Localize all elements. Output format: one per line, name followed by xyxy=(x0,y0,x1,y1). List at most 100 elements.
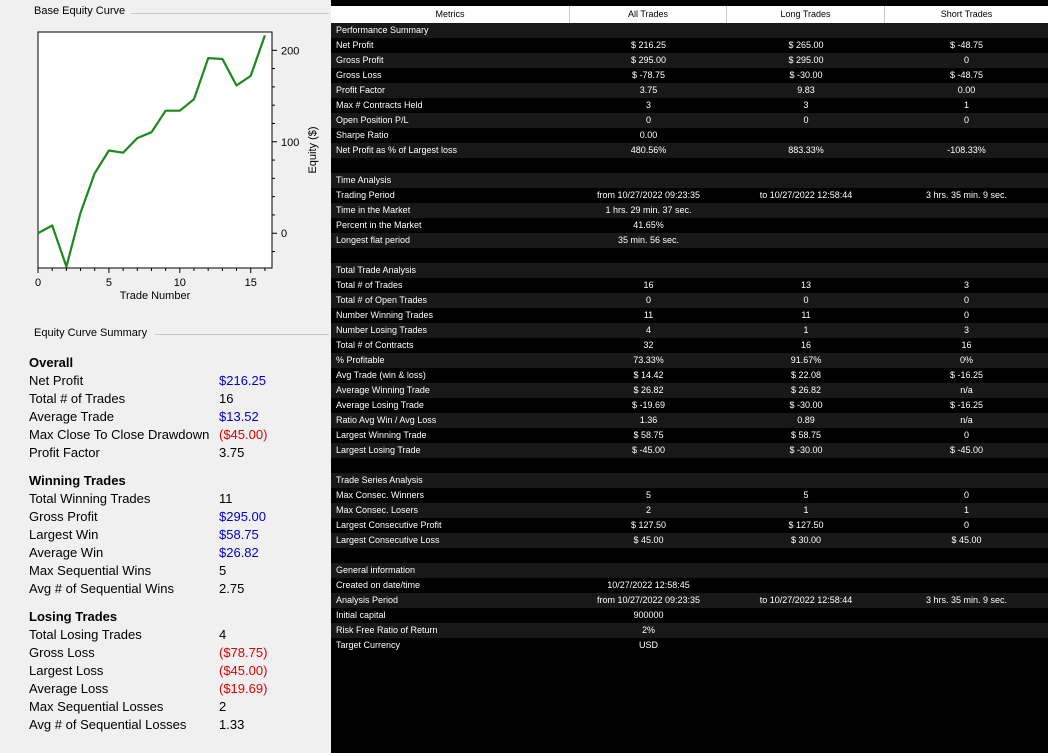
metric-value-cell: 1 xyxy=(803,505,809,515)
metric-value-cell: 9.83 xyxy=(797,85,815,95)
summary-value: $216.25 xyxy=(219,373,266,388)
summary-label: Total # of Trades xyxy=(29,391,126,406)
table-row[interactable]: Max # Contracts Held 3 3 1 xyxy=(331,98,1048,113)
table-row[interactable]: Time in the Market 1 hrs. 29 min. 37 sec. xyxy=(331,203,1048,218)
metric-value-cell: 73.33% xyxy=(633,355,664,365)
metric-value-cell: from 10/27/2022 09:23:35 xyxy=(596,190,701,200)
metric-label-cell: Number Losing Trades xyxy=(336,325,428,335)
metric-value-cell: 3 hrs. 35 min. 9 sec. xyxy=(925,595,1008,605)
summary-value: $26.82 xyxy=(219,545,259,560)
table-row[interactable]: Average Losing Trade $ -19.69 $ -30.00 $ -1… xyxy=(331,398,1048,413)
summary-label: Largest Loss xyxy=(29,663,104,678)
metric-value-cell: from 10/27/2022 09:23:35 xyxy=(596,595,701,605)
metric-value-cell: 0 xyxy=(963,430,969,440)
metric-value-cell xyxy=(885,248,1048,263)
table-row[interactable]: Average Winning Trade $ 26.82 $ 26.82 n/a xyxy=(331,383,1048,398)
metric-value-cell: $ 58.75 xyxy=(633,430,664,440)
metric-value-cell: USD xyxy=(638,640,658,650)
table-row[interactable]: Total # of Open Trades 0 0 0 xyxy=(331,293,1048,308)
column-header-long-trades[interactable]: Long Trades xyxy=(727,6,885,23)
table-row[interactable] xyxy=(331,548,1048,563)
summary-value: 2 xyxy=(219,699,227,714)
table-row[interactable]: Gross Profit $ 295.00 $ 295.00 0 xyxy=(331,53,1048,68)
table-row[interactable] xyxy=(331,248,1048,263)
equity-line xyxy=(37,35,266,268)
metric-value-cell: $ 45.00 xyxy=(633,535,664,545)
table-row[interactable]: Trading Period from 10/27/2022 09:23:35 to… xyxy=(331,188,1048,203)
table-row[interactable]: Risk Free Ratio of Return 2% xyxy=(331,623,1048,638)
metric-value-cell xyxy=(885,23,1048,38)
table-row[interactable]: Max Consec. Winners 5 5 0 xyxy=(331,488,1048,503)
table-row[interactable]: Total # of Contracts 32 16 16 xyxy=(331,338,1048,353)
summary-value: 3.75 xyxy=(219,445,245,460)
table-row[interactable]: Longest flat period 35 min. 56 sec. xyxy=(331,233,1048,248)
table-row[interactable]: Trade Series Analysis xyxy=(331,473,1048,488)
summary-row: Gross Profit $295.00 xyxy=(29,508,329,526)
table-row[interactable]: Percent in the Market 41.65% xyxy=(331,218,1048,233)
table-row[interactable]: Largest Winning Trade $ 58.75 $ 58.75 0 xyxy=(331,428,1048,443)
summary-value: 11 xyxy=(219,491,233,506)
column-header-all-trades[interactable]: All Trades xyxy=(570,6,727,23)
metric-value-cell: n/a xyxy=(960,415,973,425)
table-row[interactable]: Largest Consecutive Loss $ 45.00 $ 30.00 $ … xyxy=(331,533,1048,548)
metric-value-cell: 0 xyxy=(963,520,969,530)
metric-value-cell: 1 xyxy=(963,505,969,515)
metric-label-cell xyxy=(331,248,570,263)
table-row[interactable]: Net Profit as % of Largest loss 480.56% 88… xyxy=(331,143,1048,158)
equity-curve-chart[interactable]: 0 5 10 15 0 100 200 Trade Number Equity ($) xyxy=(0,20,331,312)
table-row[interactable] xyxy=(331,458,1048,473)
metric-label-cell: Risk Free Ratio of Return xyxy=(336,625,438,635)
table-row[interactable]: Number Winning Trades 11 11 0 xyxy=(331,308,1048,323)
metric-value-cell xyxy=(727,158,885,173)
summary-row: Total # of Trades 16 xyxy=(29,390,329,408)
table-row[interactable]: Max Consec. Losers 2 1 1 xyxy=(331,503,1048,518)
table-row[interactable]: Sharpe Ratio 0.00 xyxy=(331,128,1048,143)
table-row[interactable]: Performance Summary xyxy=(331,23,1048,38)
table-row[interactable]: Profit Factor 3.75 9.83 0.00 xyxy=(331,83,1048,98)
metric-value-cell xyxy=(727,608,885,623)
metric-value-cell xyxy=(885,128,1048,143)
metric-value-cell: 0 xyxy=(803,115,809,125)
column-header-metrics[interactable]: Metrics xyxy=(331,6,570,23)
metric-value-cell xyxy=(727,548,885,563)
metric-value-cell: -108.33% xyxy=(947,145,986,155)
metric-value-cell: $ 26.82 xyxy=(633,385,664,395)
table-row[interactable]: Avg Trade (win & loss) $ 14.42 $ 22.08 $ -1… xyxy=(331,368,1048,383)
summary-value: $295.00 xyxy=(219,509,266,524)
metric-value-cell xyxy=(727,578,885,593)
table-row[interactable]: General information xyxy=(331,563,1048,578)
metric-value-cell: 5 xyxy=(803,490,809,500)
summary-label: Total Losing Trades xyxy=(29,627,142,642)
metric-value-cell: 0 xyxy=(963,490,969,500)
table-row[interactable]: Largest Losing Trade $ -45.00 $ -30.00 $ -4… xyxy=(331,443,1048,458)
summary-value: 1.33 xyxy=(219,717,245,732)
table-row[interactable]: Net Profit $ 216.25 $ 265.00 $ -48.75 xyxy=(331,38,1048,53)
table-row[interactable] xyxy=(331,158,1048,173)
summary-label: Total Winning Trades xyxy=(29,491,151,506)
table-row[interactable]: Open Position P/L 0 0 0 xyxy=(331,113,1048,128)
summary-value: $58.75 xyxy=(219,527,259,542)
metric-value-cell: 3 xyxy=(963,325,969,335)
metric-label-cell: Time Analysis xyxy=(336,175,392,185)
metrics-table-panel[interactable]: Metrics All Trades Long Trades Short Tra… xyxy=(331,0,1048,753)
table-row[interactable]: Largest Consecutive Profit $ 127.50 $ 127.… xyxy=(331,518,1048,533)
metric-value-cell: 11 xyxy=(801,310,811,320)
summary-value: ($19.69) xyxy=(219,681,268,696)
table-row[interactable]: Created on date/time 10/27/2022 12:58:45 xyxy=(331,578,1048,593)
metric-value-cell: $ -30.00 xyxy=(789,400,823,410)
table-row[interactable]: Ratio Avg Win / Avg Loss 1.36 0.89 n/a xyxy=(331,413,1048,428)
table-row[interactable]: Number Losing Trades 4 1 3 xyxy=(331,323,1048,338)
table-row[interactable]: Target Currency USD xyxy=(331,638,1048,653)
metric-value-cell: 1 xyxy=(803,325,809,335)
table-row[interactable]: Total # of Trades 16 13 3 xyxy=(331,278,1048,293)
table-row[interactable]: Analysis Period from 10/27/2022 09:23:35 t… xyxy=(331,593,1048,608)
metric-value-cell xyxy=(885,563,1048,578)
metric-value-cell: $ -48.75 xyxy=(949,40,984,50)
table-row[interactable]: Total Trade Analysis xyxy=(331,263,1048,278)
metric-label-cell: Largest Losing Trade xyxy=(336,445,421,455)
table-row[interactable]: % Profitable 73.33% 91.67% 0% xyxy=(331,353,1048,368)
table-row[interactable]: Time Analysis xyxy=(331,173,1048,188)
column-header-short-trades[interactable]: Short Trades xyxy=(940,9,993,19)
table-row[interactable]: Gross Loss $ -78.75 $ -30.00 $ -48.75 xyxy=(331,68,1048,83)
table-row[interactable]: Initial capital 900000 xyxy=(331,608,1048,623)
